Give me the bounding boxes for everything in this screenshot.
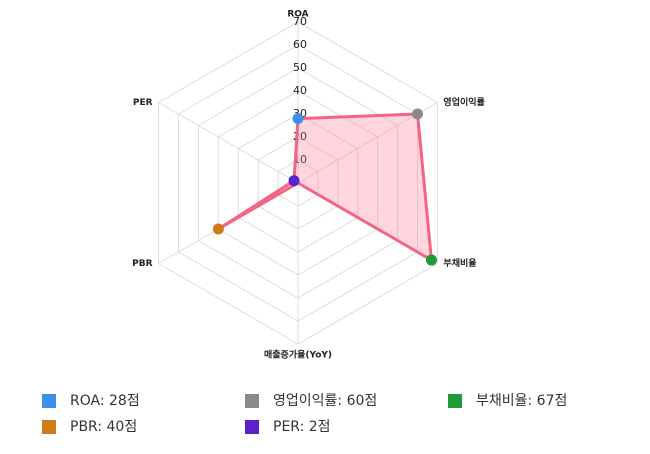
point [425,254,437,266]
legend-swatch [245,420,259,434]
r-tick-label: 40 [293,84,307,97]
axis-label: 매출증가율(YoY) [264,349,332,361]
legend-label: ROA: 28점 [70,393,140,409]
axis-label: 영업이익률 [443,96,484,108]
legend-swatch [42,394,56,408]
legend-label: PBR: 40점 [70,419,137,435]
spoke [158,102,299,184]
area [216,112,433,262]
r-tick-label: 60 [293,38,307,51]
axis-label: PER [133,98,153,108]
legend-swatch [245,394,259,408]
point [288,175,300,187]
legend-swatch [42,420,56,434]
point [292,113,304,125]
axis-label: PBR [132,259,152,269]
legend-label: 부채비율: 67점 [476,393,567,409]
axis-label: ROA [287,10,308,20]
r-tick-label: 50 [293,61,307,74]
point [412,108,424,120]
legend-label: 영업이익률: 60점 [273,393,377,409]
legend-swatch [448,394,462,408]
point [212,223,224,235]
axis-label: 부채비율 [443,257,476,269]
r-tick-label: 70 [293,15,307,28]
legend-label: PER: 2점 [273,419,331,435]
